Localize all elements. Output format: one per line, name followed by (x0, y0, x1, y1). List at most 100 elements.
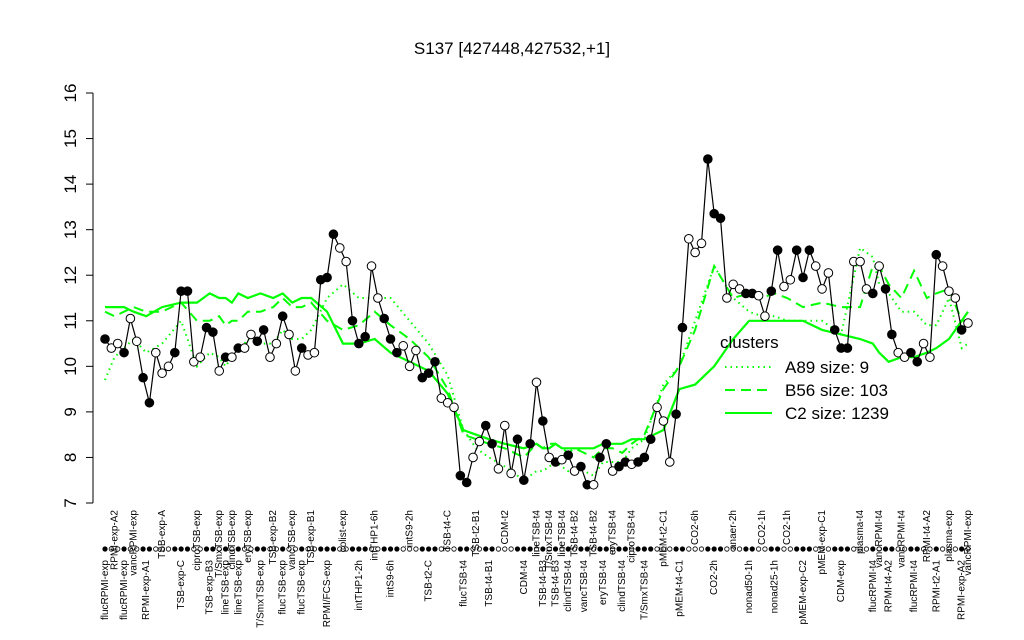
sample-dot (806, 546, 812, 552)
data-point (855, 256, 865, 267)
data-point (525, 438, 535, 449)
data-point (696, 238, 707, 249)
data-point (404, 361, 415, 372)
legend-title: clusters (720, 333, 779, 352)
sample-dot (933, 546, 939, 552)
sample-dot (210, 546, 216, 552)
group-label: flucTSB-t4 (459, 560, 470, 607)
sample-dot (178, 546, 184, 552)
sample-dot (235, 546, 241, 552)
group-label: RPMI-exp-A1 (141, 560, 152, 620)
sample-dot (508, 546, 514, 552)
data-point (246, 329, 256, 340)
legend-label: C2 size: 1239 (785, 404, 889, 423)
sample-dot (311, 546, 318, 552)
data-point (119, 347, 129, 358)
data-point (474, 436, 485, 447)
sample-dot (667, 546, 673, 552)
group-label: TSB-t4-B2 (589, 510, 600, 557)
group-label: lineTSB-t4 (532, 510, 543, 557)
data-point (817, 284, 827, 294)
sample-dot (216, 546, 222, 552)
data-point (652, 402, 662, 413)
y-tick-label: 9 (61, 407, 80, 416)
sample-dot (502, 546, 508, 552)
data-point (290, 366, 301, 376)
sample-dot (819, 546, 825, 552)
data-point (944, 286, 954, 296)
data-point (868, 288, 878, 299)
group-label: flucRPMI-t4 (868, 560, 879, 613)
sample-dot (882, 546, 889, 552)
sample-dot (857, 546, 863, 552)
sample-dot (387, 546, 394, 552)
sample-dot (146, 546, 153, 552)
data-point (538, 416, 548, 426)
group-label: intTHP1-6h (370, 510, 381, 561)
data-point (100, 334, 110, 344)
sample-dot (362, 546, 368, 552)
data-point (531, 377, 542, 388)
sample-dot (318, 546, 324, 552)
group-label: TSB-t4-B2 (570, 510, 581, 557)
sample-dot (895, 546, 901, 552)
group-label: RPMI-t4-A2 (884, 560, 895, 613)
sample-dot (616, 546, 622, 552)
group-label: clindTSB-t4 (617, 560, 628, 612)
data-point (499, 420, 510, 431)
sample-dot (571, 546, 578, 552)
group-label: lineTSB-exp (221, 560, 232, 615)
data-point (722, 293, 732, 303)
data-point (296, 343, 307, 353)
sample-dot (832, 546, 838, 552)
sample-dot (248, 546, 254, 552)
sample-dot (540, 546, 546, 552)
sample-dot (115, 546, 121, 552)
group-label: RPMI-t4-A2 (922, 510, 933, 563)
data-point (557, 454, 567, 465)
sample-dot (197, 546, 203, 552)
sample-dot (476, 546, 482, 552)
sample-dot (629, 546, 635, 552)
sample-dot (400, 546, 406, 552)
group-label: RPMI-exp-A2 (110, 510, 121, 570)
sample-dot (597, 546, 603, 552)
sample-dot (286, 546, 292, 552)
group-label: TSB-t2-B1 (471, 510, 482, 557)
sample-dot (356, 546, 362, 552)
group-label: TSB-exp-A (157, 510, 168, 559)
sample-dot (800, 546, 806, 552)
sample-dot (299, 546, 305, 552)
data-point (753, 290, 764, 301)
y-tick-label: 15 (61, 129, 80, 148)
group-label: RPMI/FCS-exp (322, 560, 333, 628)
group-label: CDM-t4 (519, 560, 530, 595)
sample-dot (546, 546, 552, 552)
data-point (480, 420, 491, 431)
data-point (322, 272, 332, 283)
data-point (931, 249, 942, 260)
sample-dot (578, 546, 584, 552)
sample-dot (273, 546, 279, 552)
group-label: eryTSB-exp (243, 510, 254, 563)
sample-dot (184, 546, 191, 552)
data-point (829, 325, 840, 335)
data-point (937, 261, 948, 271)
y-tick-label: 7 (61, 498, 80, 507)
data-point (284, 329, 294, 340)
sample-dot (686, 546, 692, 552)
group-label: TSB-t2-C (424, 560, 435, 602)
group-label: intS9-2h (405, 510, 416, 547)
sample-dot (102, 546, 108, 552)
data-point (265, 352, 275, 363)
group-label: CO2-6h (690, 510, 701, 545)
sample-dot (495, 546, 502, 552)
data-point (766, 286, 777, 296)
sample-dot (610, 546, 616, 552)
data-point (677, 322, 688, 333)
group-label: vancTSB-t4 (579, 560, 590, 613)
data-point (423, 368, 434, 378)
sample-dot (140, 546, 146, 552)
data-point (455, 470, 466, 481)
